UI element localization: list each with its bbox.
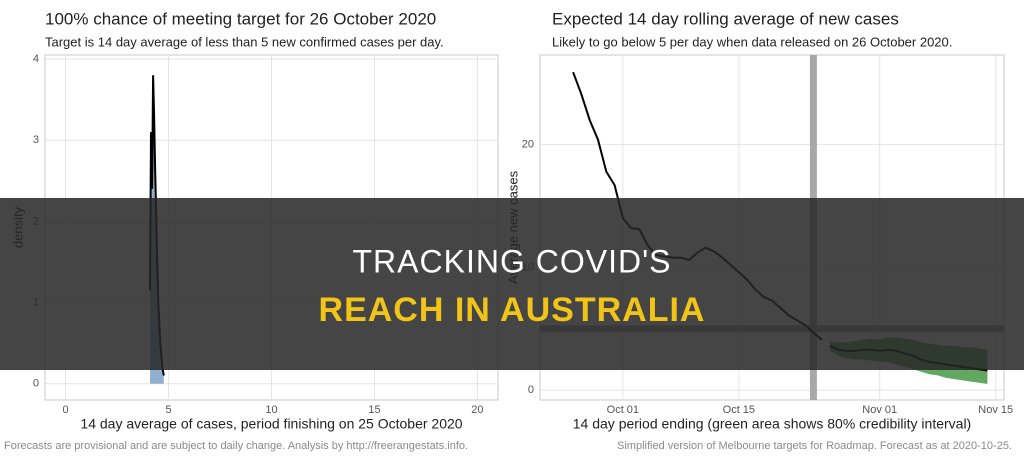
y-tick-label: 4 bbox=[33, 53, 39, 65]
x-tick-label: 10 bbox=[265, 404, 277, 416]
x-tick-label: 5 bbox=[165, 404, 171, 416]
chart-title: 100% chance of meeting target for 26 Oct… bbox=[45, 9, 436, 28]
x-axis-title: 14 day average of cases, period finishin… bbox=[80, 416, 462, 432]
chart-title: Expected 14 day rolling average of new c… bbox=[552, 9, 899, 28]
x-tick-label: Nov 01 bbox=[862, 404, 897, 416]
y-tick-label: 0 bbox=[33, 378, 39, 390]
banner-background bbox=[0, 198, 1024, 370]
y-tick-label: 0 bbox=[528, 384, 534, 396]
banner-line2: REACH IN AUSTRALIA bbox=[319, 291, 706, 329]
x-tick-label: 20 bbox=[471, 404, 483, 416]
x-tick-label: 0 bbox=[63, 404, 69, 416]
chart-subtitle: Likely to go below 5 per day when data r… bbox=[552, 34, 952, 49]
x-tick-label: 15 bbox=[368, 404, 380, 416]
banner-line1: TRACKING COVID'S bbox=[352, 243, 671, 279]
x-axis-title: 14 day period ending (green area shows 8… bbox=[573, 416, 971, 432]
y-tick-label: 3 bbox=[33, 134, 39, 146]
x-tick-label: Oct 01 bbox=[607, 404, 639, 416]
footer-right: Simplified version of Melbourne targets … bbox=[617, 440, 1012, 452]
x-tick-label: Nov 15 bbox=[978, 404, 1013, 416]
chart-subtitle: Target is 14 day average of less than 5 … bbox=[45, 34, 444, 49]
y-tick-label: 20 bbox=[522, 139, 534, 151]
footer-left: Forecasts are provisional and are subjec… bbox=[4, 440, 468, 452]
x-tick-label: Oct 15 bbox=[723, 404, 755, 416]
